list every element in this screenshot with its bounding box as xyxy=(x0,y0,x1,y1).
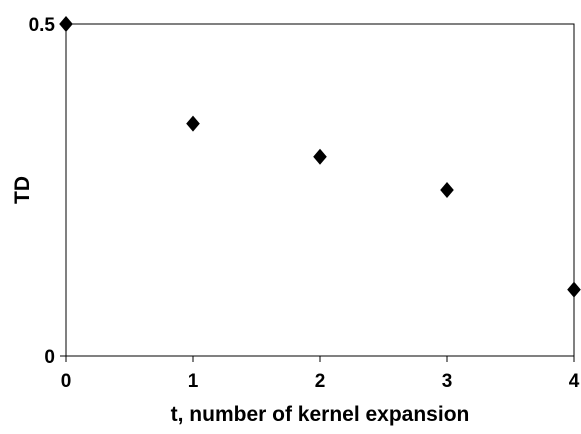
x-tick-label: 0 xyxy=(61,371,72,392)
x-tick-label: 1 xyxy=(188,371,199,392)
y-tick-label: 0 xyxy=(44,347,55,368)
x-axis-ticks: 0 1 2 3 4 xyxy=(61,356,580,392)
y-axis-ticks: 00.5 xyxy=(29,15,66,368)
x-tick-label: 4 xyxy=(569,371,580,392)
data-point-diamond xyxy=(567,281,581,298)
y-axis-title: TD xyxy=(11,176,34,204)
data-point-diamond xyxy=(313,148,327,165)
data-point-diamond xyxy=(440,182,454,198)
data-point-diamond xyxy=(59,16,73,32)
y-tick-label: 0.5 xyxy=(29,15,56,36)
x-axis-title: t, number of kernel expansion xyxy=(171,403,470,426)
x-tick-label: 3 xyxy=(442,371,453,392)
data-point-diamond xyxy=(186,115,200,132)
data-points xyxy=(59,16,581,298)
plot-area xyxy=(65,23,575,357)
x-tick-label: 2 xyxy=(315,371,326,392)
